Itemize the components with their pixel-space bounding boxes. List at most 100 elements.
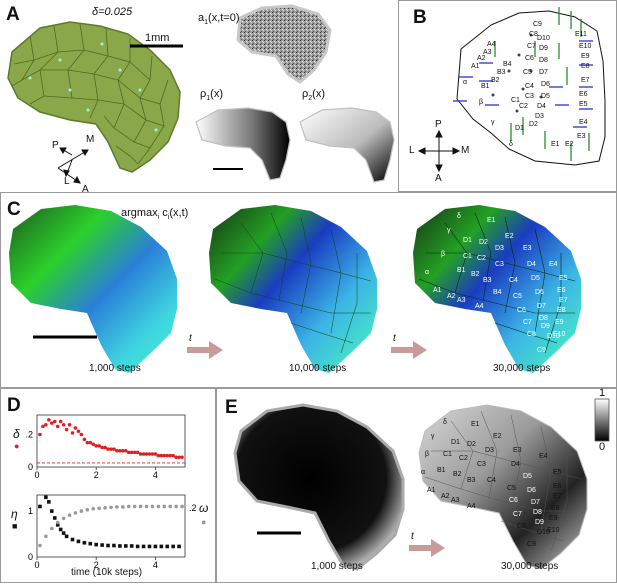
panel-c-graphics	[9, 205, 581, 373]
c-cell-label: α	[425, 269, 430, 276]
e-map-1000-steps	[233, 403, 405, 571]
e-cell-label: E5	[553, 469, 562, 476]
c-cell-label: E2	[505, 233, 514, 240]
d-data-point	[115, 505, 119, 509]
e-cell-label: E3	[513, 447, 522, 454]
d-data-point	[118, 544, 122, 548]
c-cell-label: B2	[471, 271, 480, 278]
e-cell-label: D4	[511, 461, 520, 468]
panel-a-graphics	[7, 4, 395, 184]
e-cell-label: E1	[471, 421, 480, 428]
b-cell-label: A1	[471, 63, 480, 70]
d-y-tick-label: 1	[28, 506, 33, 516]
b-cell-label: E10	[579, 43, 592, 50]
d-data-point	[85, 507, 90, 512]
panel-e-label: E	[225, 397, 238, 418]
delta-value: δ=0.025	[92, 6, 133, 18]
c-cell-label: B4	[493, 289, 502, 296]
axis-b-l: L	[409, 145, 415, 156]
map-30000-lines	[418, 212, 576, 354]
d-data-point	[82, 540, 87, 545]
map-10000-steps	[209, 205, 377, 373]
c-cell-label: C1	[463, 253, 472, 260]
d-data-point	[162, 453, 167, 458]
c-cell-label: D7	[537, 303, 546, 310]
d-plot-frame	[36, 494, 186, 558]
d-data-point	[64, 534, 69, 539]
d-omega-marker: ●	[201, 517, 207, 527]
d-data-point	[94, 444, 98, 448]
e-cell-label: A2	[441, 493, 450, 500]
e-cell-label: B2	[453, 471, 462, 478]
d-data-point	[100, 445, 104, 450]
c-cell-label: γ	[447, 227, 451, 234]
time-arrow-c2	[391, 341, 427, 359]
e-cell-label: A4	[467, 503, 476, 510]
d-y-tick-label: 0	[28, 552, 33, 562]
e-cell-label: D7	[531, 499, 540, 506]
c-cell-label: D2	[479, 239, 488, 246]
c-cell-label: E7	[559, 297, 568, 304]
argmax-title-sub2: i	[167, 214, 170, 222]
b-cell-label: γ	[491, 119, 495, 126]
d-data-point	[76, 429, 81, 434]
b-cell-label: E11	[575, 31, 587, 38]
b-cell-label: E2	[565, 141, 574, 148]
d-y-tick-label: 0	[28, 462, 33, 472]
d-data-point	[47, 500, 51, 504]
b-cell-label: E6	[579, 91, 588, 98]
d-x-tick-label: 0	[34, 560, 39, 570]
a1-symbol: a	[198, 12, 205, 24]
b-cell-label: C6	[525, 55, 534, 62]
d-data-point	[58, 527, 63, 532]
rho1-args: (x)	[210, 88, 223, 100]
d-data-point	[109, 505, 113, 510]
panel-b: B δ γ β α A1	[398, 0, 617, 192]
b-cell-label: C9	[533, 21, 542, 28]
panel-c-label: C	[7, 199, 21, 220]
panel-d-label: D	[7, 395, 21, 416]
e-cell-label: D8	[533, 509, 542, 516]
d-data-point	[124, 448, 128, 453]
e-cell-label: B3	[467, 477, 476, 484]
d-data-point	[126, 450, 131, 455]
b-cell-label: E7	[581, 77, 590, 84]
d-data-point	[100, 543, 104, 547]
d-data-point	[61, 516, 66, 521]
d-data-point	[112, 447, 116, 451]
d-data-point	[180, 455, 184, 460]
c-cell-label: D1	[463, 237, 472, 244]
axis-b-m: M	[461, 145, 470, 156]
a1-subscript: 1	[204, 19, 209, 27]
d-data-point	[97, 444, 101, 448]
d-data-point	[177, 455, 181, 460]
d-data-point	[141, 544, 146, 549]
e-cell-label: D2	[467, 441, 476, 448]
colorbar	[594, 398, 610, 442]
d-data-point	[159, 544, 164, 549]
d-data-point	[129, 544, 134, 548]
b-cell-label: α	[463, 79, 468, 86]
d-data-point	[38, 432, 42, 437]
d-data-point	[138, 452, 143, 456]
b-cell-label: D1	[515, 125, 524, 132]
d-eta-marker: ■	[12, 521, 18, 531]
d-data-point	[41, 424, 45, 429]
rho2-image	[299, 107, 395, 183]
argmax-title-sub: i	[157, 214, 160, 222]
c-cell-label: E4	[549, 261, 558, 268]
d-omega-label: ω	[199, 501, 209, 515]
d-data-point	[144, 452, 149, 456]
axis-a-a: A	[82, 184, 89, 195]
d-data-point	[126, 504, 131, 509]
rho1-image	[195, 107, 291, 181]
d-data-point	[106, 447, 110, 451]
c-cell-label: C2	[477, 255, 486, 262]
c-cell-label: E1	[487, 217, 496, 224]
d-data-point	[38, 543, 42, 548]
c-cell-label: D4	[527, 261, 536, 268]
argmax-title-args: (x,t)	[169, 207, 189, 219]
d-x-tick-label: 0	[34, 470, 39, 480]
argmax-title-main: argmax	[121, 207, 158, 219]
rho2-subscript: 2	[308, 95, 313, 103]
